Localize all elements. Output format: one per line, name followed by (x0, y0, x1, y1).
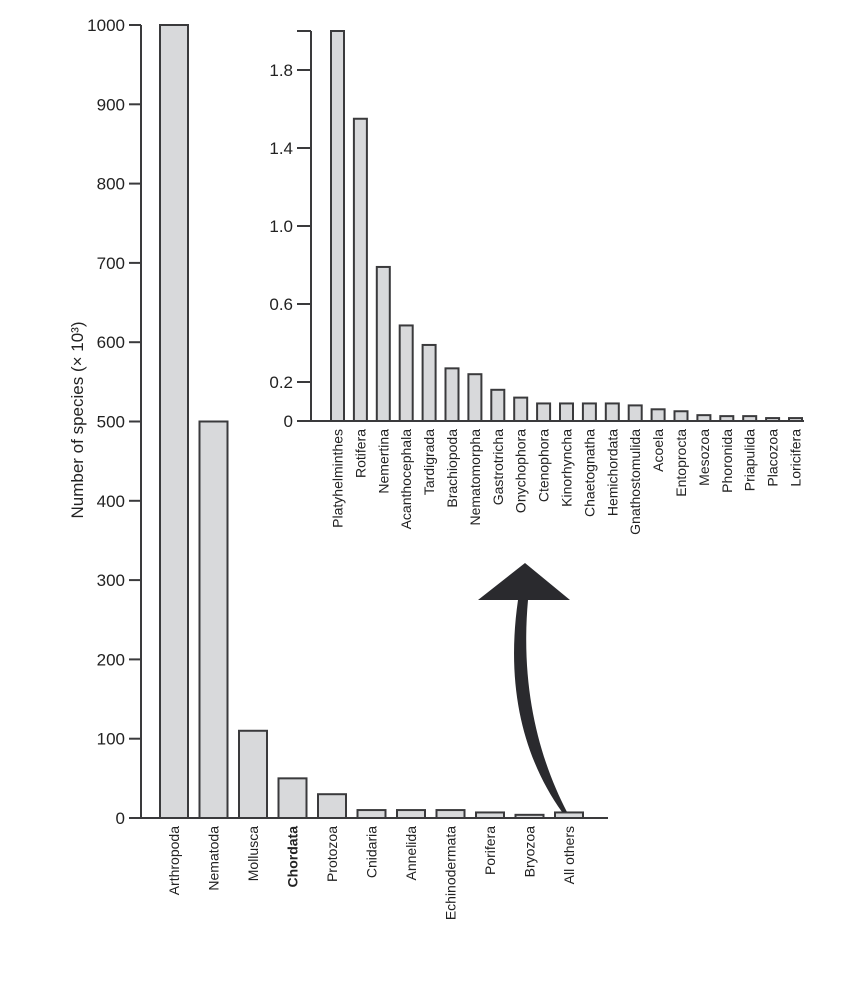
bar-nematomorpha (467, 373, 483, 423)
x-tick-label: All others (561, 826, 577, 884)
bar-hemichordata (604, 402, 620, 423)
y-tick-label: 1.4 (269, 139, 293, 158)
bar-rotifera (352, 117, 368, 422)
x-tick-label: Protozoa (324, 826, 340, 882)
x-tick-label: Brachiopoda (444, 429, 460, 508)
x-tick-label: Kinorhyncha (559, 429, 575, 507)
bar-acoela (650, 408, 666, 422)
y-tick-label: 800 (97, 175, 125, 194)
bar-onychophora (513, 396, 529, 423)
y-tick-label: 400 (97, 492, 125, 511)
x-tick-label: Gnathostomulida (627, 429, 643, 535)
bar-chordata (277, 777, 308, 819)
bar-all-others (554, 811, 584, 819)
x-tick-label: Tardigrada (421, 429, 437, 495)
bar-nemertina (375, 265, 391, 423)
bar-brachiopoda (444, 367, 460, 423)
main-chart: 0 100 200 300 400 500 600 700 800 900 1000 Arthropo… (87, 16, 608, 920)
bar-gastrotricha (490, 388, 506, 422)
x-tick-label: Acanthocephala (398, 429, 414, 530)
x-tick-label: Cnidaria (364, 826, 380, 878)
x-tick-label: Rotifera (352, 429, 368, 478)
x-tick-label: Echinodermata (443, 826, 459, 920)
bar-loricifera (788, 417, 803, 423)
y-tick-label: 100 (97, 730, 125, 749)
bar-priapulida (742, 415, 758, 422)
x-tick-label: Chaetognatha (581, 429, 597, 517)
x-tick-label: Hemichordata (604, 429, 620, 516)
x-tick-label: Gastrotricha (490, 429, 506, 505)
bar-tardigrada (421, 343, 437, 423)
x-tick-label: Nemertina (375, 429, 391, 494)
bar-placozoa (765, 417, 781, 423)
bar-platyhelminthes (330, 30, 345, 422)
x-tick-label: Nematoda (206, 826, 222, 891)
y-tick-label: 500 (97, 413, 125, 432)
bar-bryozoa (514, 813, 545, 820)
bar-mesozoa (696, 414, 712, 422)
bar-mollusca (238, 729, 268, 820)
y-tick-label: 0.6 (269, 295, 293, 314)
x-tick-label: Arthropoda (166, 826, 182, 895)
bar-protozoa (317, 793, 347, 820)
bar-gnathostomulida (627, 404, 643, 422)
arrow-icon (478, 563, 570, 812)
x-tick-label: Placozoa (765, 429, 781, 487)
y-tick-label: 0 (116, 809, 125, 828)
bar-arthropoda (159, 24, 189, 819)
y-axis-label: Number of species (× 10³) (68, 322, 87, 519)
bar-echinodermata (435, 809, 466, 820)
x-tick-label: Platyhelminthes (330, 429, 346, 528)
y-tick-label: 1.0 (269, 217, 293, 236)
bar-nematoda (198, 420, 229, 819)
bar-porifera (475, 811, 505, 819)
x-tick-label: Phoronida (719, 429, 735, 493)
y-tick-label: 0.2 (269, 373, 293, 392)
x-tick-label: Chordata (285, 826, 301, 888)
x-tick-label: Entoprocta (673, 429, 689, 497)
x-tick-label: Mesozoa (696, 429, 712, 486)
x-tick-label: Acoela (650, 429, 666, 472)
x-tick-label: Ctenophora (536, 429, 552, 502)
bar-phoronida (719, 415, 735, 422)
x-tick-label: Nematomorpha (467, 429, 483, 526)
y-tick-label: 300 (97, 571, 125, 590)
bar-ctenophora (536, 402, 552, 423)
bar-kinorhyncha (559, 402, 574, 423)
y-tick-label: 700 (97, 254, 125, 273)
bar-acanthocephala (398, 324, 414, 423)
x-tick-label: Bryozoa (522, 826, 538, 878)
x-tick-label: Porifera (482, 826, 498, 875)
x-tick-label: Loricifera (788, 429, 804, 487)
bar-annelida (396, 809, 426, 820)
bar-chaetognatha (581, 402, 597, 423)
y-tick-label: 900 (97, 95, 125, 114)
x-tick-label: Mollusca (245, 826, 261, 881)
y-tick-label: 200 (97, 650, 125, 669)
y-tick-label: 1000 (87, 16, 125, 35)
x-tick-label: Annelida (403, 826, 419, 881)
y-tick-label: 600 (97, 333, 125, 352)
x-tick-label: Onychophora (513, 429, 529, 513)
y-tick-label: 1.8 (269, 61, 293, 80)
x-tick-label: Priapulida (742, 429, 758, 491)
bar-entoprocta (673, 410, 689, 422)
inset-chart: 0 0.2 0.6 1.0 1.4 1.8 Platyhelminthes Rotifera N… (269, 30, 804, 535)
bar-cnidaria (356, 809, 387, 820)
y-tick-label: 0 (284, 412, 293, 431)
